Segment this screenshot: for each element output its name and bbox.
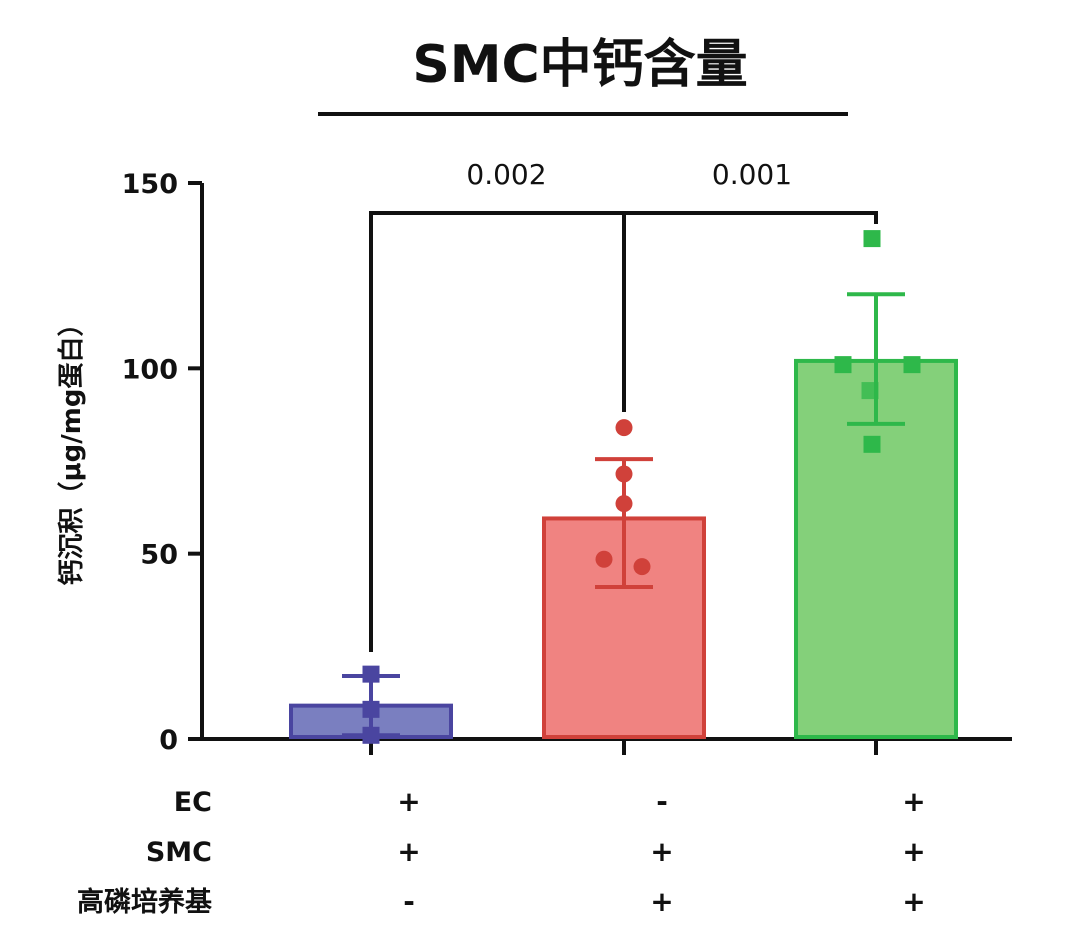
condition-table: EC + - + SMC + + + 高磷培养基 - + +: [77, 785, 926, 918]
data-point: [861, 382, 879, 400]
data-point: [615, 495, 633, 513]
condition-sign: +: [650, 885, 673, 918]
data-point: [615, 419, 633, 437]
data-points: [362, 230, 921, 744]
comparison-p-value: 0.002: [466, 158, 546, 191]
condition-row-label: SMC: [146, 837, 212, 868]
condition-sign: -: [656, 785, 668, 818]
data-point: [863, 435, 881, 453]
y-tick-label: 150: [122, 169, 178, 200]
condition-sign: +: [902, 885, 925, 918]
condition-sign: +: [902, 785, 925, 818]
data-point: [362, 665, 380, 683]
data-point: [903, 356, 921, 374]
condition-sign: +: [397, 835, 420, 868]
condition-row-label: EC: [174, 787, 212, 818]
data-point: [633, 558, 651, 576]
comparison-p-value: 0.001: [712, 158, 792, 191]
condition-sign: +: [397, 785, 420, 818]
y-tick-label: 0: [159, 725, 178, 756]
data-point: [362, 726, 380, 744]
y-tick-label: 50: [140, 540, 178, 571]
y-axis-label: 钙沉积（μg/mg蛋白）: [56, 311, 87, 586]
condition-row-label: 高磷培养基: [77, 886, 213, 918]
data-point: [863, 230, 881, 248]
condition-sign: +: [650, 835, 673, 868]
data-point: [362, 700, 380, 718]
data-point: [615, 465, 633, 483]
condition-sign: +: [902, 835, 925, 868]
data-point: [834, 356, 852, 374]
chart-title: SMC中钙含量: [412, 35, 747, 95]
data-point: [595, 550, 613, 568]
y-tick-label: 100: [122, 354, 178, 385]
comparison-brackets: 0.002 0.001: [369, 158, 878, 652]
condition-sign: -: [403, 885, 415, 918]
